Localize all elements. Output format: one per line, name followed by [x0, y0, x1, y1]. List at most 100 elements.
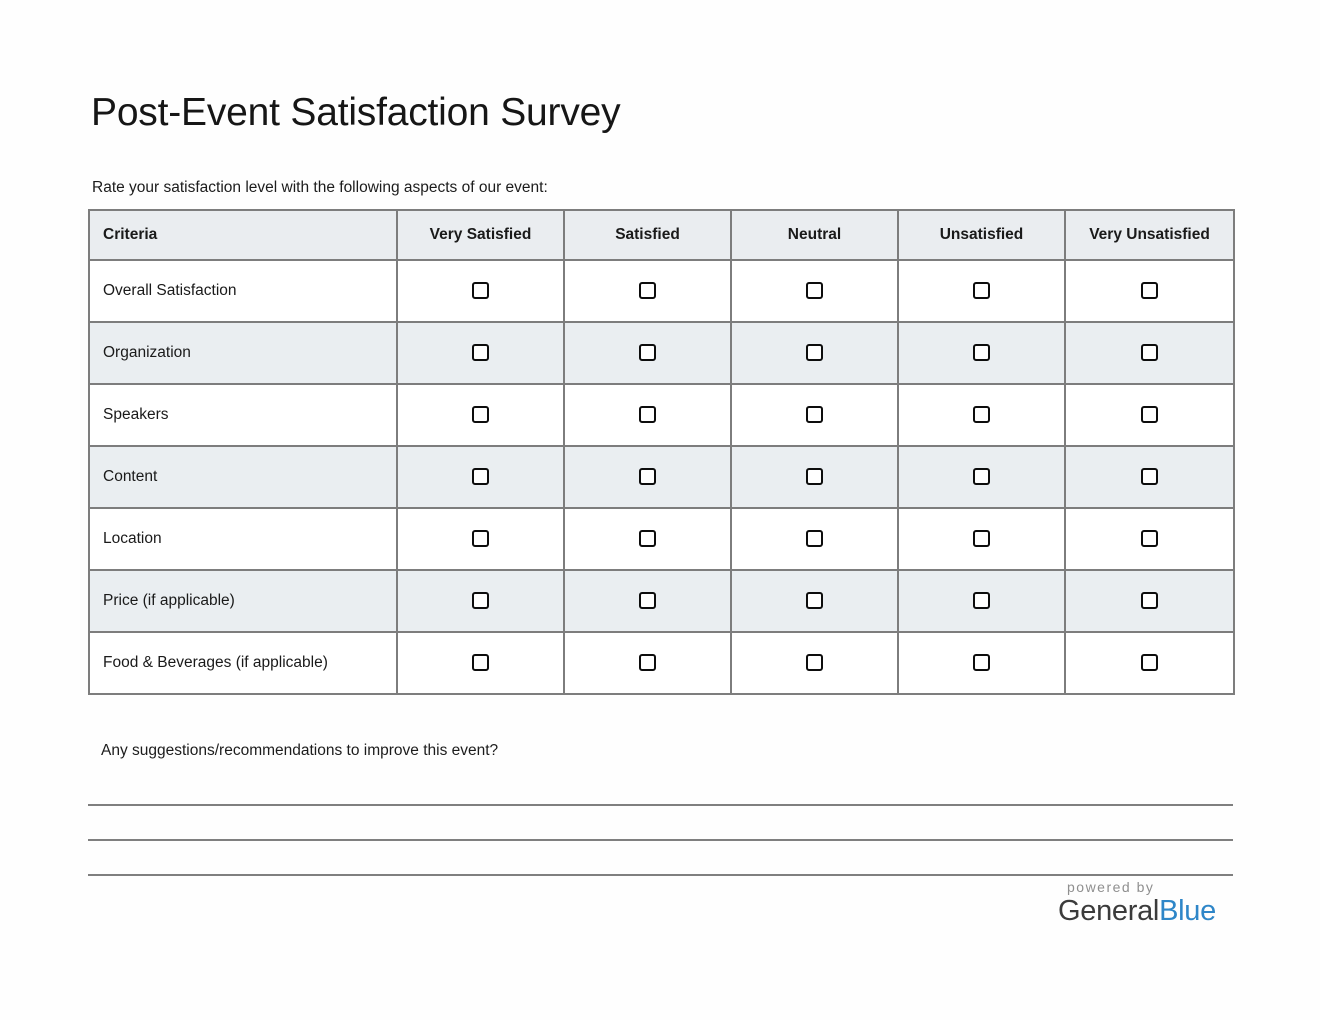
answer-line-2[interactable] [88, 839, 1233, 841]
powered-by-label: powered by [1067, 879, 1155, 895]
rating-cell [897, 507, 1066, 571]
checkbox-row3-col4[interactable] [1141, 468, 1158, 486]
checkbox-row4-col2[interactable] [806, 530, 823, 548]
checkbox-row6-col1[interactable] [639, 654, 656, 672]
table-row: Overall Satisfaction [88, 259, 1235, 323]
checkbox-row6-col4[interactable] [1141, 654, 1158, 672]
checkbox-row1-col2[interactable] [806, 344, 823, 362]
rating-cell [897, 259, 1066, 323]
criteria-label: Location [88, 507, 398, 571]
checkbox-row6-col3[interactable] [973, 654, 990, 672]
checkbox-row0-col2[interactable] [806, 282, 823, 300]
checkbox-row3-col1[interactable] [639, 468, 656, 486]
checkbox-row2-col0[interactable] [472, 406, 489, 424]
checkbox-row5-col3[interactable] [973, 592, 990, 610]
answer-line-1[interactable] [88, 804, 1233, 806]
rating-cell [730, 321, 899, 385]
brand-primary-text: General [1058, 895, 1160, 927]
checkbox-row1-col0[interactable] [472, 344, 489, 362]
rating-cell [563, 631, 732, 695]
rating-cell [1064, 445, 1235, 509]
rating-cell [730, 507, 899, 571]
checkbox-row4-col3[interactable] [973, 530, 990, 548]
generalblue-logo: GeneralBlue [1058, 896, 1216, 926]
rating-cell [897, 383, 1066, 447]
rating-cell [1064, 507, 1235, 571]
checkbox-row4-col0[interactable] [472, 530, 489, 548]
rating-cell [563, 569, 732, 633]
criteria-label: Organization [88, 321, 398, 385]
brand-accent-text: Blue [1159, 895, 1216, 927]
answer-line-3[interactable] [88, 874, 1233, 876]
checkbox-row1-col3[interactable] [973, 344, 990, 362]
checkbox-row4-col1[interactable] [639, 530, 656, 548]
satisfaction-table: Criteria Very Satisfied Satisfied Neutral Un… [88, 209, 1235, 695]
table-row: Organization [88, 321, 1235, 385]
table-body: Overall Satisfaction Organization Speakers… [88, 259, 1235, 695]
column-header-0: Criteria [88, 209, 398, 261]
checkbox-row6-col0[interactable] [472, 654, 489, 672]
checkbox-row1-col1[interactable] [639, 344, 656, 362]
rating-cell [396, 259, 565, 323]
criteria-label: Content [88, 445, 398, 509]
checkbox-row4-col4[interactable] [1141, 530, 1158, 548]
criteria-label: Price (if applicable) [88, 569, 398, 633]
rating-cell [1064, 383, 1235, 447]
checkbox-row6-col2[interactable] [806, 654, 823, 672]
column-header-1: Very Satisfied [396, 209, 565, 261]
rating-cell [1064, 569, 1235, 633]
rating-cell [1064, 321, 1235, 385]
checkbox-row0-col1[interactable] [639, 282, 656, 300]
checkbox-row5-col0[interactable] [472, 592, 489, 610]
column-header-5: Very Unsatisfied [1064, 209, 1235, 261]
suggestions-label: Any suggestions/recommendations to impro… [101, 742, 499, 759]
column-header-4: Unsatisfied [897, 209, 1066, 261]
checkbox-row5-col2[interactable] [806, 592, 823, 610]
checkbox-row1-col4[interactable] [1141, 344, 1158, 362]
brand-footer: powered by GeneralBlue [1058, 879, 1216, 926]
rating-cell [730, 631, 899, 695]
table-row: Content [88, 445, 1235, 509]
checkbox-row5-col1[interactable] [639, 592, 656, 610]
table-row: Location [88, 507, 1235, 571]
column-header-3: Neutral [730, 209, 899, 261]
rating-cell [563, 507, 732, 571]
checkbox-row0-col3[interactable] [973, 282, 990, 300]
checkbox-row3-col2[interactable] [806, 468, 823, 486]
rating-cell [396, 631, 565, 695]
column-header-2: Satisfied [563, 209, 732, 261]
table-row: Speakers [88, 383, 1235, 447]
rating-cell [563, 259, 732, 323]
checkbox-row3-col3[interactable] [973, 468, 990, 486]
checkbox-row0-col0[interactable] [472, 282, 489, 300]
rating-cell [730, 259, 899, 323]
rating-cell [396, 383, 565, 447]
rating-cell [396, 445, 565, 509]
checkbox-row2-col3[interactable] [973, 406, 990, 424]
page-title: Post-Event Satisfaction Survey [91, 91, 621, 134]
criteria-label: Overall Satisfaction [88, 259, 398, 323]
intro-text: Rate your satisfaction level with the fo… [92, 179, 548, 196]
checkbox-row2-col1[interactable] [639, 406, 656, 424]
rating-cell [897, 631, 1066, 695]
rating-cell [563, 383, 732, 447]
rating-cell [897, 445, 1066, 509]
rating-cell [396, 569, 565, 633]
rating-cell [563, 321, 732, 385]
rating-cell [730, 383, 899, 447]
checkbox-row2-col4[interactable] [1141, 406, 1158, 424]
checkbox-row5-col4[interactable] [1141, 592, 1158, 610]
table-header: Criteria Very Satisfied Satisfied Neutral Un… [88, 209, 1235, 261]
rating-cell [396, 321, 565, 385]
table-row: Food & Beverages (if applicable) [88, 631, 1235, 695]
table-header-row: Criteria Very Satisfied Satisfied Neutral Un… [88, 209, 1235, 261]
checkbox-row3-col0[interactable] [472, 468, 489, 486]
rating-cell [396, 507, 565, 571]
checkbox-row2-col2[interactable] [806, 406, 823, 424]
checkbox-row0-col4[interactable] [1141, 282, 1158, 300]
rating-cell [897, 569, 1066, 633]
criteria-label: Speakers [88, 383, 398, 447]
table-row: Price (if applicable) [88, 569, 1235, 633]
rating-cell [563, 445, 732, 509]
